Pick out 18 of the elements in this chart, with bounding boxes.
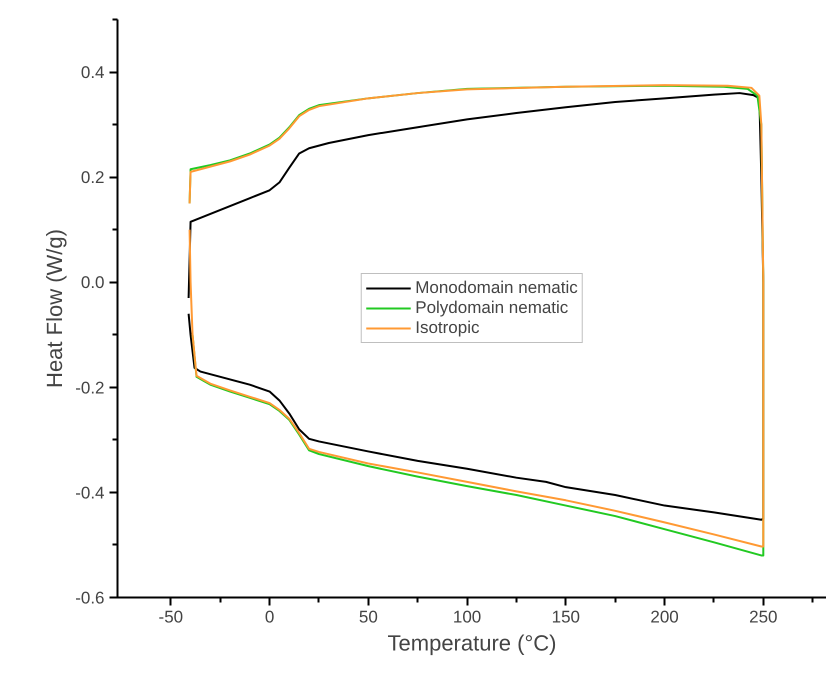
y-tick-label: 0.4 — [80, 63, 105, 82]
y-tick-label: -0.6 — [75, 588, 105, 608]
x-tick-label: 200 — [650, 608, 679, 626]
x-tick-label: 50 — [358, 608, 378, 626]
y-tick-label: -0.4 — [75, 483, 105, 502]
x-axis-title: Temperature (°C) — [388, 630, 556, 656]
y-axis-title: Heat Flow (W/g) — [42, 229, 68, 388]
legend-label: Polydomain nematic — [415, 298, 568, 318]
y-tick-label: 0.2 — [80, 168, 105, 188]
x-tick-label: -50 — [158, 608, 184, 626]
y-tick-label: 0.0 — [80, 273, 105, 292]
x-tick-label: 150 — [552, 608, 580, 626]
x-tick-label: 0 — [264, 608, 274, 626]
legend-label: Isotropic — [415, 318, 480, 338]
legend-label: Monodomain nematic — [415, 278, 578, 298]
x-tick-label: 250 — [749, 608, 778, 626]
y-tick-label: -0.2 — [75, 378, 105, 398]
x-tick-label: 100 — [452, 608, 482, 626]
